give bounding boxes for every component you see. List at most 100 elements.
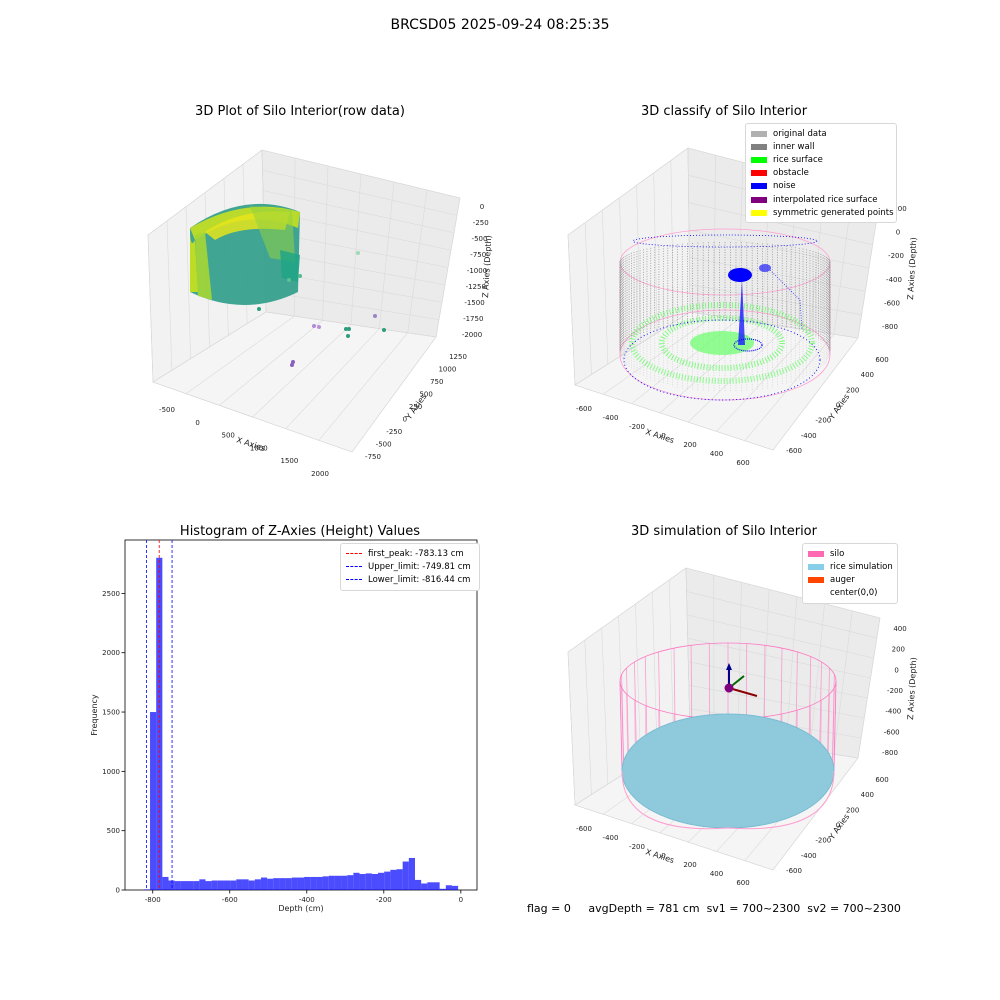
panel3-legend: first_peak: -783.13 cm Upper_limit: -749.…: [340, 543, 480, 591]
histogram-bar: [365, 873, 372, 890]
histogram-bar: [217, 880, 224, 890]
y-tick-label: 750: [430, 378, 443, 386]
histogram-bar: [279, 878, 286, 890]
z-tick-label: 200: [893, 205, 906, 213]
y-tick-label: -500: [376, 441, 392, 449]
legend-item: Lower_limit: -816.44 cm: [346, 573, 474, 586]
x-tick-label: -800: [145, 896, 161, 904]
z-tick-label: -400: [886, 276, 902, 284]
histogram-bar: [408, 857, 415, 890]
outlier-point: [382, 328, 386, 332]
histogram-bar: [316, 876, 323, 890]
x-tick-label: -600: [576, 825, 592, 833]
z-tick-label: -500: [472, 235, 488, 243]
histogram-bar: [390, 869, 397, 890]
y-tick-label: 1250: [449, 353, 467, 361]
histogram-bar: [156, 557, 163, 890]
legend-item: noise: [751, 180, 891, 193]
panel4-legend: silo rice simulation auger center(0,0): [802, 543, 898, 604]
grid-lines: [147, 149, 461, 453]
histogram-bar: [402, 861, 409, 890]
z-axis-label: Z Axies (Depth): [906, 237, 918, 300]
histogram-bar: [174, 881, 181, 890]
figure-title: BRCSD05 2025-09-24 08:25:35: [390, 17, 610, 33]
y-tick-label: 1500: [102, 709, 120, 717]
histogram-bar: [451, 885, 459, 890]
x-tick-label: 0: [195, 419, 199, 427]
histogram-bar: [230, 880, 237, 890]
panel1-title: 3D Plot of Silo Interior(row data): [195, 104, 405, 119]
histogram-bar: [223, 880, 231, 890]
y-tick-label: 200: [846, 806, 859, 814]
reference-lines: [145, 540, 173, 890]
sv2-text: sv2 = 700~2300: [807, 902, 901, 915]
z-tick-label: -1750: [463, 315, 483, 323]
histogram-bar: [143, 889, 151, 890]
y-tick-label: -400: [801, 852, 817, 860]
legend-swatch: [346, 566, 362, 568]
legend-item: interpolated rice surface: [751, 193, 891, 206]
outlier-point: [347, 327, 351, 331]
z-tick-label: -600: [884, 728, 900, 736]
outlier-point: [373, 314, 377, 318]
legend-item: original data: [751, 127, 891, 140]
histogram-bar: [445, 885, 452, 890]
histogram-bar: [180, 881, 188, 890]
y-tick-label: -600: [786, 447, 802, 455]
x-axis-label: X Axies: [644, 847, 675, 865]
z-tick-label: -750: [470, 251, 486, 259]
x-arrow: [728, 687, 758, 697]
plot-frame: [124, 539, 478, 891]
histogram-bar: [322, 876, 329, 890]
outlier-point: [317, 325, 321, 329]
y-tick-label: 0: [116, 887, 120, 895]
histogram-bar: [359, 873, 366, 890]
histogram-bar: [254, 879, 261, 890]
legend-label: inner wall: [773, 141, 815, 152]
histogram-bars: [143, 557, 459, 890]
histogram-bar: [162, 876, 169, 890]
y-tick-label: 1000: [102, 768, 120, 776]
center-point: [724, 683, 734, 693]
legend-item: first_peak: -783.13 cm: [346, 547, 474, 560]
x-tick-label: 600: [736, 459, 749, 467]
histogram-bar: [297, 877, 305, 890]
y-tick-label: -200: [815, 837, 831, 845]
legend-label: Upper_limit: -749.81 cm: [368, 561, 471, 572]
legend-swatch: [751, 143, 767, 150]
legend-swatch: [346, 579, 362, 581]
histogram-bar: [242, 879, 249, 890]
x-tick-label: -600: [576, 405, 592, 413]
silo-wall-points: [190, 203, 300, 305]
legend-swatch: [808, 550, 824, 557]
x-tick-label: 0: [459, 896, 463, 904]
histogram-bar: [439, 888, 446, 890]
x-tick-label: -600: [222, 896, 238, 904]
outlier-point: [287, 278, 291, 282]
x-tick-label: 200: [683, 441, 696, 449]
legend-label: rice simulation: [830, 561, 893, 572]
outlier-point: [257, 307, 261, 311]
histogram-bar: [347, 875, 354, 890]
x-tick-label: 1000: [250, 444, 268, 452]
z-tick-label: -200: [888, 252, 904, 260]
y-tick-label: -250: [386, 428, 402, 436]
legend-swatch: [751, 209, 767, 216]
legend-label: interpolated rice surface: [773, 194, 878, 205]
legend-swatch: [751, 183, 767, 190]
histogram-bar: [371, 873, 379, 890]
histogram-bar: [310, 876, 317, 890]
histogram-bar: [236, 879, 243, 890]
z-tick-label: 0: [896, 229, 900, 237]
legend-label: noise: [773, 181, 796, 192]
sv1-text: sv1 = 700~2300: [706, 902, 801, 915]
x-tick-label: -400: [603, 414, 619, 422]
legend-label: silo: [830, 548, 845, 559]
x-tick-label: 200: [683, 861, 696, 869]
histogram-bar: [248, 880, 255, 890]
x-tick-label: 1500: [280, 457, 298, 465]
histogram-bar: [384, 871, 391, 890]
legend-item: auger: [808, 573, 892, 586]
